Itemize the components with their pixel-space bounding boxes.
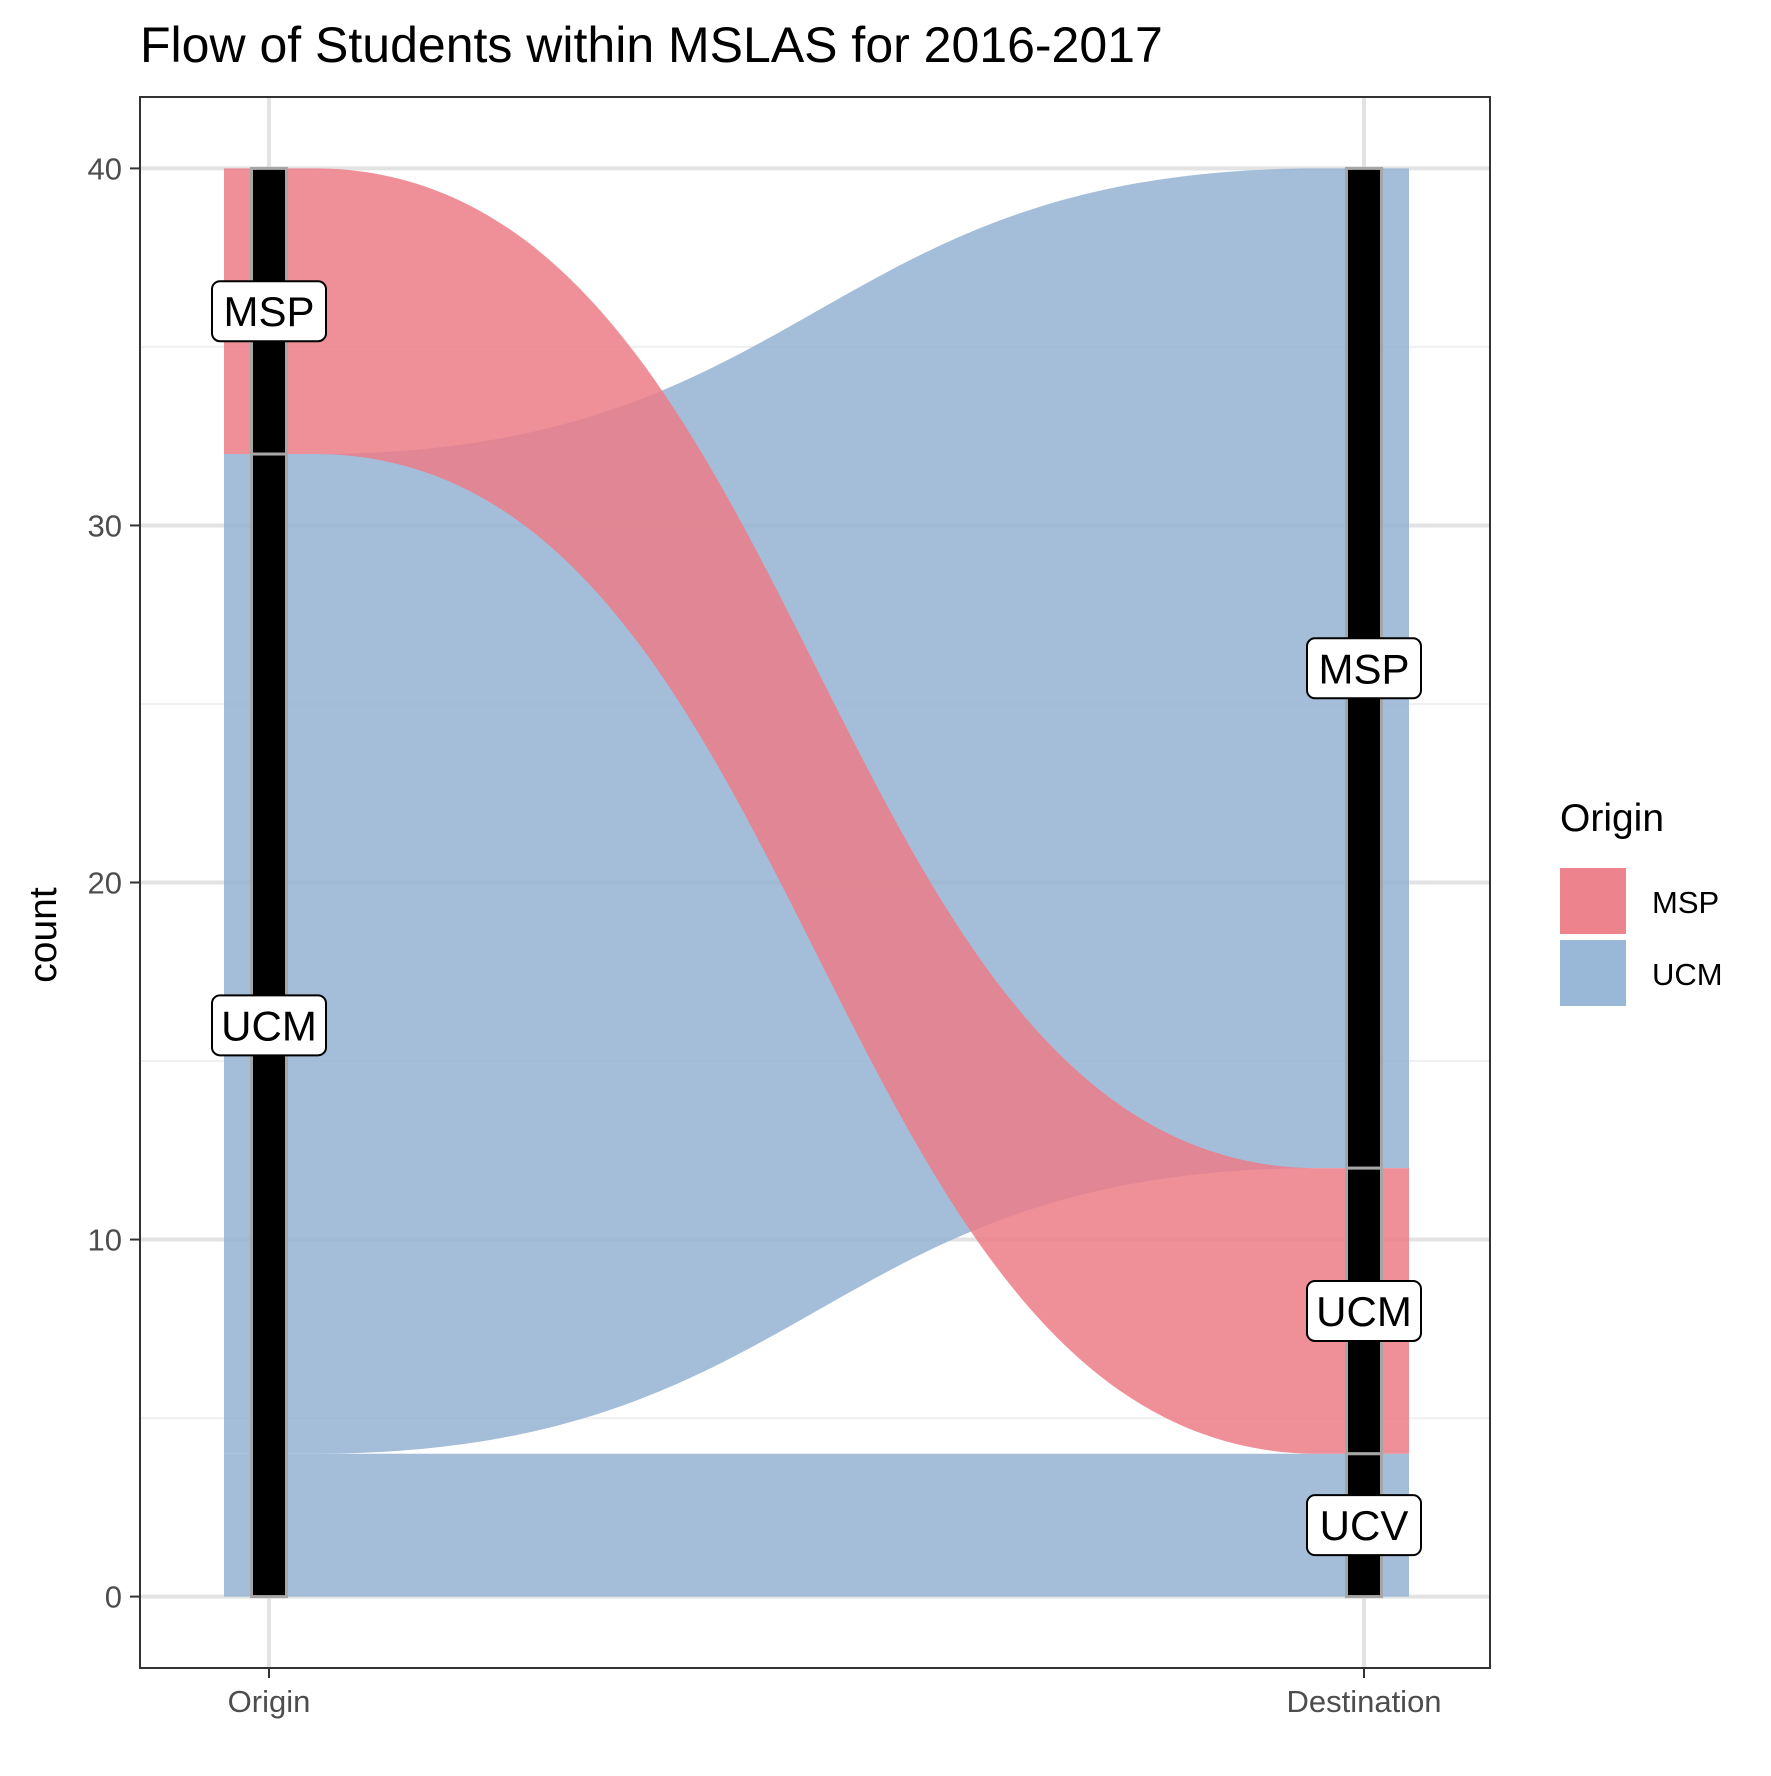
stratum-label-destination-ucm: UCM xyxy=(1306,1279,1422,1342)
stratum-label-text: MSP xyxy=(223,288,314,335)
stratum-label-origin-msp: MSP xyxy=(211,280,327,343)
legend-key-ucm xyxy=(1560,940,1626,1006)
stratum-label-destination-msp: MSP xyxy=(1306,637,1422,700)
legend-label-ucm: UCM xyxy=(1652,957,1723,992)
stratum-label-box xyxy=(1306,1494,1422,1557)
flow-msp-to-ucm xyxy=(224,168,1409,1454)
y-tick-label: 30 xyxy=(88,508,122,543)
stratum-label-text: UCM xyxy=(1316,1288,1412,1335)
flow-layer xyxy=(224,168,1409,1597)
legend-key-msp xyxy=(1560,868,1626,934)
stratum-label-box xyxy=(211,280,327,343)
y-tick-label: 20 xyxy=(88,866,122,901)
x-tick-label-destination: Destination xyxy=(1286,1684,1441,1719)
axis-layer: 0 10 20 30 40 Origin Destination xyxy=(88,96,1491,1719)
stratum-label-layer: MSP UCM MSP UCM UCV xyxy=(211,280,1422,1557)
flow-ucm-to-ucv xyxy=(224,1453,1409,1597)
stratum-label-text: UCM xyxy=(221,1002,317,1049)
stratum-label-box xyxy=(1306,1279,1422,1342)
chart-title: Flow of Students within MSLAS for 2016-2… xyxy=(140,17,1163,73)
y-axis-title: count xyxy=(22,887,65,983)
stratum-label-origin-ucm: UCM xyxy=(211,994,327,1057)
stratum-label-text: UCV xyxy=(1320,1502,1409,1549)
stratum-label-destination-ucv: UCV xyxy=(1306,1494,1422,1557)
legend: Origin MSP UCM xyxy=(1560,797,1723,1006)
stratum-label-text: MSP xyxy=(1318,645,1409,692)
y-tick-label: 40 xyxy=(88,151,122,186)
y-tick-label: 10 xyxy=(88,1223,122,1258)
legend-title: Origin xyxy=(1560,797,1664,840)
y-tick-label: 0 xyxy=(105,1580,122,1615)
stratum-label-box xyxy=(1306,637,1422,700)
legend-label-msp: MSP xyxy=(1652,885,1719,920)
x-tick-label-origin: Origin xyxy=(228,1684,311,1719)
stratum-label-box xyxy=(211,994,327,1057)
